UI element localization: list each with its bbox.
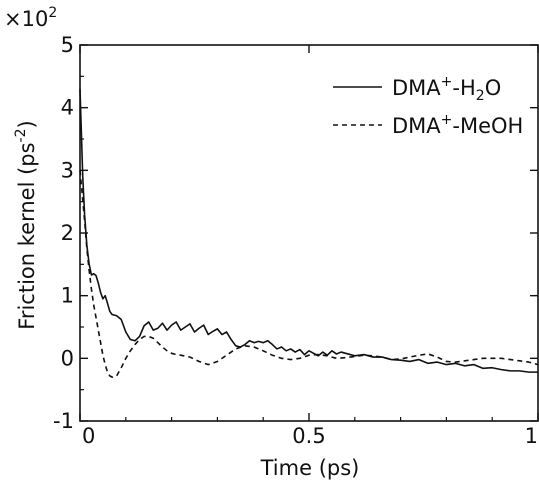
x-tick-label: 1 (525, 424, 538, 448)
legend-h2o-part-a: DMA (392, 76, 441, 100)
legend-meoh-part-b: -MeOH (452, 114, 523, 138)
series-line-dma-h2o (79, 88, 538, 373)
y-multiplier-label: ×102 (4, 5, 57, 31)
legend-label-meoh: DMA+-MeOH (392, 112, 523, 138)
legend: DMA+-H2O DMA+-MeOH (333, 74, 523, 138)
x-tick-label: 0 (82, 424, 95, 448)
y-multiplier-base: ×10 (4, 7, 48, 31)
series-line-dma-meoh (79, 170, 539, 378)
legend-label-h2o: DMA+-H2O (392, 74, 501, 104)
y-axis-label-sup: -2 (13, 128, 29, 142)
y-tick-label: 5 (61, 33, 74, 57)
legend-h2o-sub: 2 (476, 88, 485, 104)
y-axis-label-text: Friction kernel (ps (15, 142, 39, 329)
axis-ticks: -1 0 1 2 3 4 5 0 0.5 1 (53, 33, 539, 448)
y-axis-label: Friction kernel (ps-2) (13, 120, 39, 329)
legend-h2o-part-c: O (485, 76, 502, 100)
series-layer (79, 88, 539, 378)
y-tick-label: 0 (61, 346, 74, 370)
legend-meoh-sup: + (441, 112, 453, 128)
y-tick-label: 4 (61, 96, 74, 120)
y-tick-label: 3 (61, 158, 74, 182)
x-tick-label: 0.5 (292, 424, 325, 448)
x-axis-label: Time (ps) (260, 456, 360, 480)
y-axis-label-close: ) (15, 120, 39, 128)
y-tick-label: 1 (61, 284, 74, 308)
legend-meoh-part-a: DMA (392, 114, 441, 138)
y-tick-label: -1 (53, 409, 74, 433)
legend-h2o-sup: + (441, 74, 453, 90)
y-multiplier-exponent: 2 (48, 5, 57, 21)
legend-h2o-part-b: -H (452, 76, 475, 100)
y-tick-label: 2 (61, 221, 74, 245)
